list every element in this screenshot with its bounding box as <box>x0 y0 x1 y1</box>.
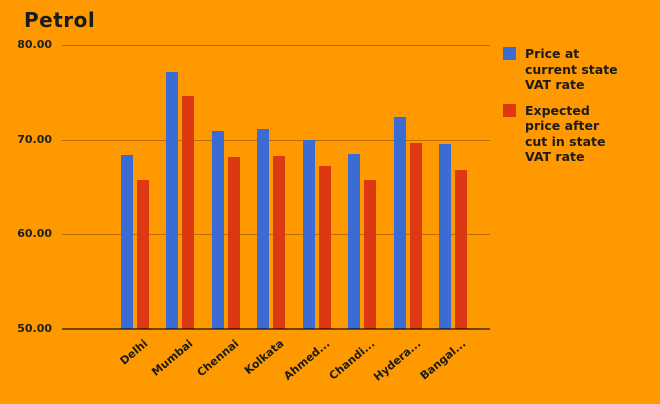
y-tick-label-60: 60.00 <box>17 227 52 241</box>
chart-title: Petrol <box>24 8 96 32</box>
x-axis-baseline <box>62 328 490 330</box>
bar-expected-1[interactable] <box>182 96 195 329</box>
bar-current-2[interactable] <box>211 131 224 329</box>
bar-current-3[interactable] <box>257 129 270 329</box>
bar-expected-5[interactable] <box>364 180 377 329</box>
legend-swatch-blue <box>503 47 516 60</box>
bar-current-7[interactable] <box>439 144 451 329</box>
bar-expected-0[interactable] <box>137 180 149 329</box>
bar-expected-3[interactable] <box>273 155 286 329</box>
bar-current-1[interactable] <box>166 71 179 329</box>
y-tick-label-70: 70.00 <box>17 132 52 146</box>
bar-current-4[interactable] <box>302 139 315 329</box>
gridline-80 <box>62 45 490 46</box>
bar-expected-2[interactable] <box>227 156 240 329</box>
bar-expected-7[interactable] <box>455 169 467 329</box>
plot-area <box>62 45 490 330</box>
y-tick-label-80: 80.00 <box>17 38 52 51</box>
y-tick-label-50: 50.00 <box>17 322 52 335</box>
gridline-70 <box>62 139 490 141</box>
legend-item-expected-price[interactable]: Expected price after cut in state VAT ra… <box>503 103 653 165</box>
legend-swatch-red <box>503 103 516 117</box>
legend-label: Price at current state VAT rate <box>525 46 618 92</box>
bar-current-6[interactable] <box>393 116 406 329</box>
bar-expected-4[interactable] <box>318 166 331 329</box>
legend-label: Expected price after cut in state VAT ra… <box>525 102 606 165</box>
bar-current-0[interactable] <box>121 154 133 329</box>
bar-expected-6[interactable] <box>409 143 422 329</box>
legend: Price at current state VAT rate Expected … <box>503 46 653 175</box>
bar-current-5[interactable] <box>348 153 361 329</box>
legend-item-current-price[interactable]: Price at current state VAT rate <box>503 46 653 93</box>
